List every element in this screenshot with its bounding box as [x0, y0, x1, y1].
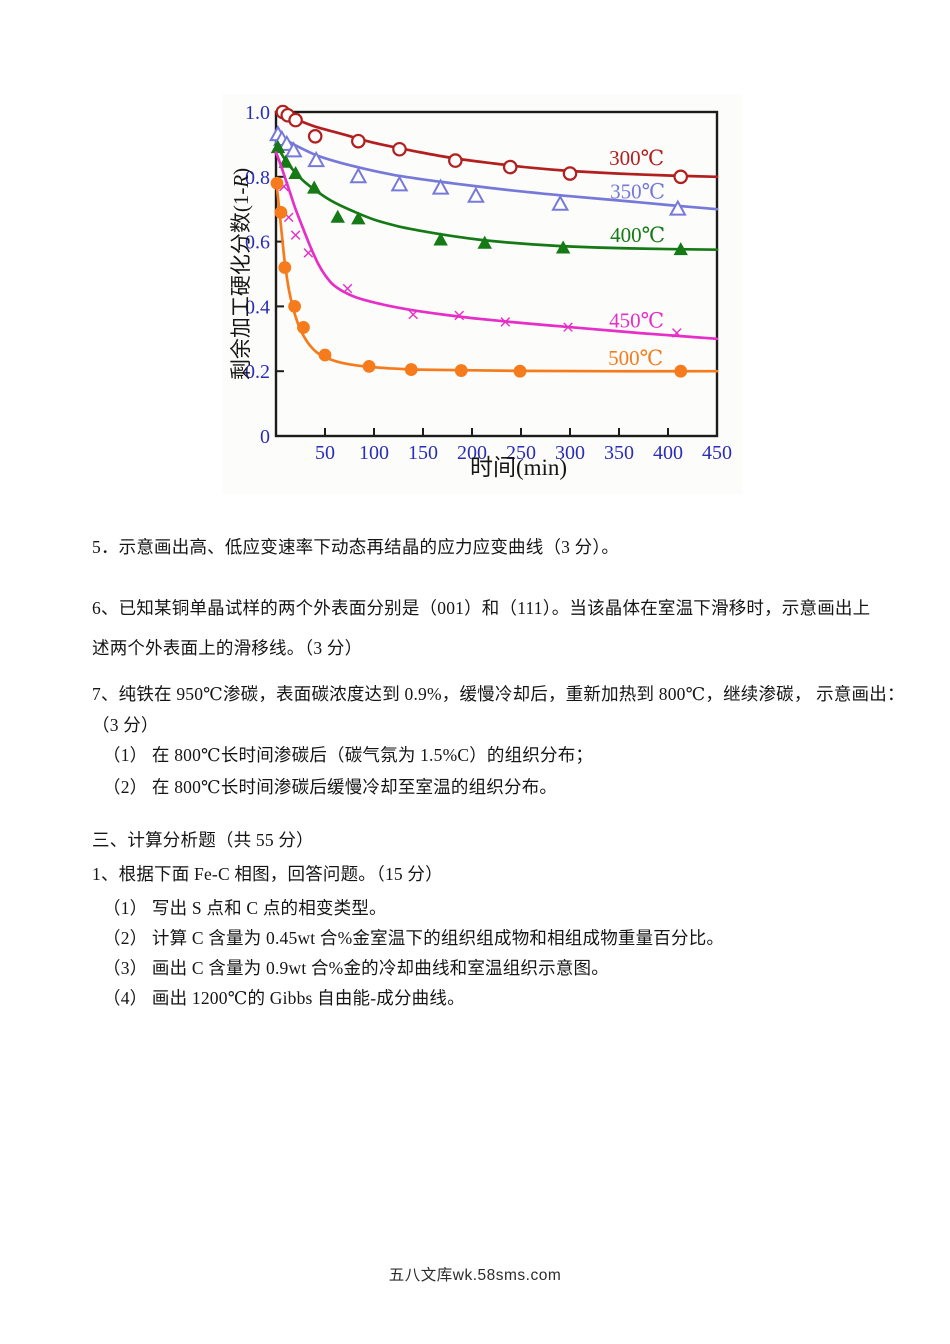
question-7-item-1: （1） 在 800℃长时间渗碳后（碳气氛为 1.5%C）的组织分布； — [103, 745, 594, 765]
svg-text:1.0: 1.0 — [245, 102, 270, 124]
question-1-item-3: （3） 画出 C 含量为 0.9wt 合%金的冷却曲线和室温组织示意图。 — [103, 958, 609, 978]
svg-text:150: 150 — [408, 442, 438, 464]
svg-text:0.2: 0.2 — [245, 361, 270, 383]
question-7-line-2: （3 分） — [92, 715, 159, 735]
question-5-text: 5．示意画出高、低应变速率下动态再结晶的应力应变曲线（3 分）。 — [92, 537, 620, 557]
hardening-fraction-chart: 50 100 150 200 250 300 350 400 450 0 0.2 0.4 0.6 0.8 1… — [222, 94, 742, 494]
question-6-line-2: 述两个外表面上的滑移线。（3 分） — [92, 638, 363, 658]
series-350℃: 350℃ — [269, 125, 719, 216]
series-450℃: 450℃ — [274, 151, 719, 341]
question-1-item-4: （4） 画出 1200℃的 Gibbs 自由能-成分曲线。 — [103, 988, 465, 1008]
svg-text:0.4: 0.4 — [245, 296, 270, 318]
series-label-450℃: 450℃ — [609, 309, 664, 333]
question-7-line-1: 7、纯铁在 950℃渗碳，表面碳浓度达到 0.9%，缓慢冷却后，重新加热到 80… — [92, 684, 905, 704]
svg-text:450: 450 — [702, 442, 732, 464]
svg-text:0.6: 0.6 — [245, 232, 270, 254]
svg-text:0: 0 — [260, 426, 270, 448]
series-500℃: 500℃ — [270, 176, 719, 378]
question-1-item-1: （1） 写出 S 点和 C 点的相变类型。 — [103, 898, 387, 918]
chart-axes: 50 100 150 200 250 300 350 400 450 0 0.2 0.4 0.6 0.8 1… — [229, 102, 732, 480]
series-400℃: 400℃ — [270, 140, 719, 256]
svg-text:200: 200 — [457, 442, 487, 464]
hardening-fraction-chart-svg: 50 100 150 200 250 300 350 400 450 0 0.2 0.4 0.6 0.8 1… — [229, 102, 732, 480]
svg-text:100: 100 — [359, 442, 389, 464]
series-label-500℃: 500℃ — [608, 346, 663, 370]
question-6-line-1: 6、已知某铜单晶试样的两个外表面分别是（001）和（111）。当该晶体在室温下滑… — [92, 598, 871, 618]
series-label-300℃: 300℃ — [609, 146, 664, 170]
svg-text:0.8: 0.8 — [245, 167, 270, 189]
question-1-item-2: （2） 计算 C 含量为 0.45wt 合%金室温下的组织组成物和相组成物重量百… — [103, 928, 725, 948]
svg-text:400: 400 — [653, 442, 683, 464]
series-label-350℃: 350℃ — [610, 180, 665, 204]
footer-watermark: 五八文库wk.58sms.com — [388, 1267, 562, 1284]
y-axis-label: 剩余加工硬化分数(1-R) — [229, 168, 253, 380]
svg-text:250: 250 — [506, 442, 536, 464]
x-axis-label: 时间(min) — [470, 455, 567, 480]
series-300℃: 300℃ — [274, 104, 719, 185]
series-label-400℃: 400℃ — [610, 223, 665, 247]
svg-text:350: 350 — [604, 442, 634, 464]
question-1-text: 1、根据下面 Fe-C 相图，回答问题。（15 分） — [92, 864, 443, 884]
svg-text:50: 50 — [315, 442, 335, 464]
question-7-item-2: （2） 在 800℃长时间渗碳后缓慢冷却至室温的组织分布。 — [103, 777, 558, 797]
svg-text:300: 300 — [555, 442, 585, 464]
section-3-heading: 三、计算分析题（共 55 分） — [92, 830, 314, 850]
